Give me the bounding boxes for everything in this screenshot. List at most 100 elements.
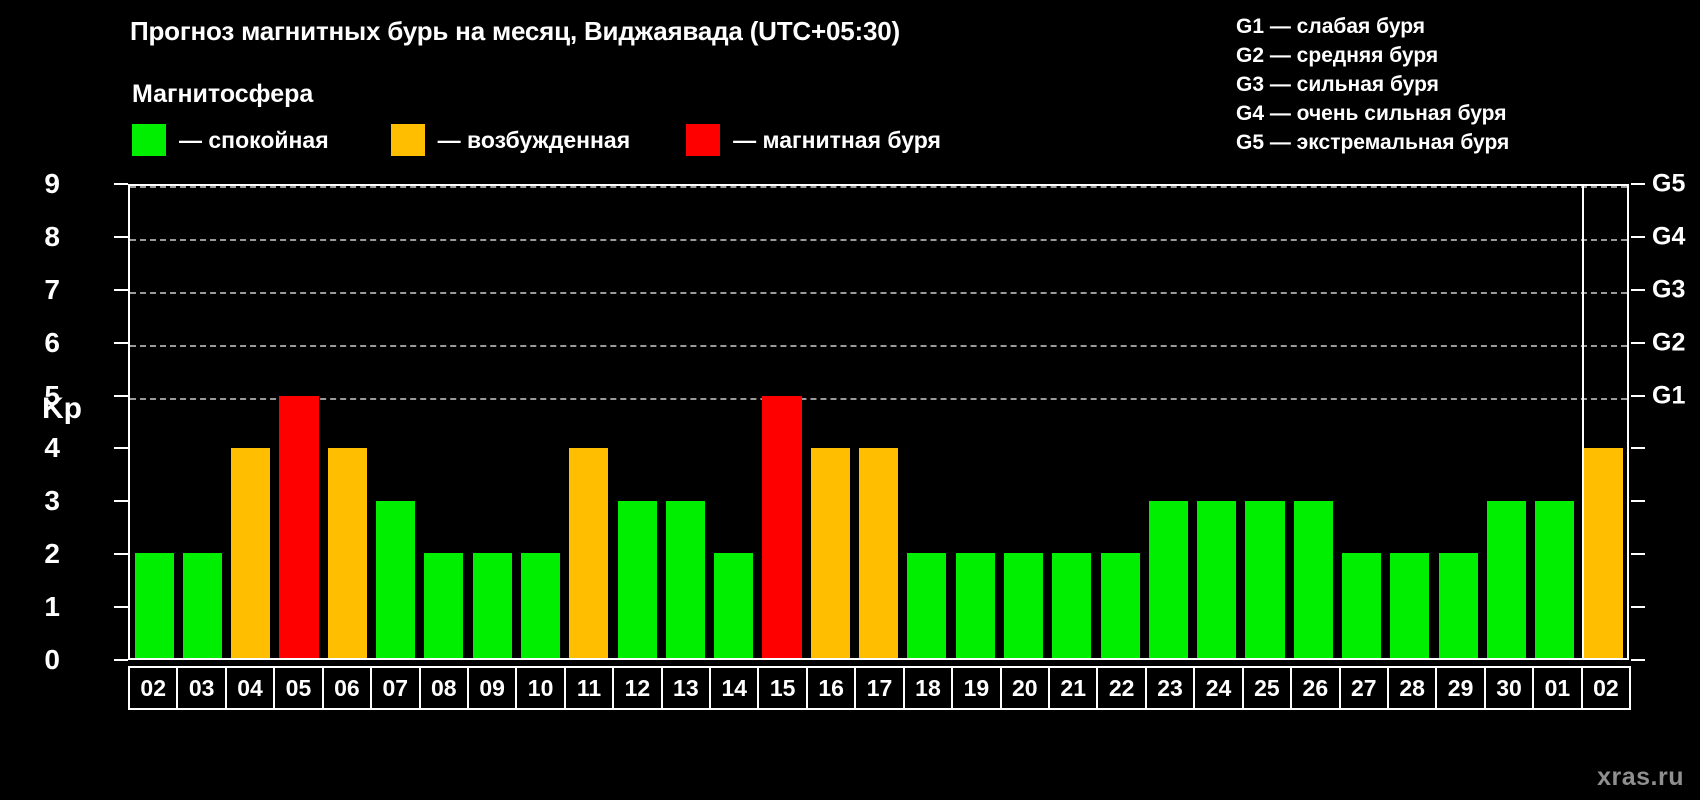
bar-cell bbox=[1289, 186, 1337, 658]
y-tick-label-7: 7 bbox=[44, 273, 60, 305]
bar-cell bbox=[661, 186, 709, 658]
bar-06 bbox=[327, 448, 367, 658]
bar-07 bbox=[376, 500, 416, 658]
date-label-06: 06 bbox=[321, 666, 373, 710]
date-label-11: 11 bbox=[563, 666, 615, 710]
g-legend-line-g1: G1 — слабая буря bbox=[1236, 15, 1426, 38]
date-label-04: 04 bbox=[224, 666, 276, 710]
bar-cell bbox=[323, 186, 371, 658]
bar-cell bbox=[806, 186, 854, 658]
date-label-28: 28 bbox=[1386, 666, 1438, 710]
bar-23 bbox=[1148, 500, 1188, 658]
date-label-19: 19 bbox=[951, 666, 1002, 710]
bar-cell bbox=[227, 186, 275, 658]
legend-label-calm: — спокойная bbox=[179, 126, 329, 153]
month-separator-line bbox=[1581, 186, 1584, 658]
y-tick-label-6: 6 bbox=[44, 326, 60, 358]
bar-02 bbox=[134, 553, 174, 658]
y-tick-mark-2 bbox=[114, 553, 128, 556]
g-tick-label-g5: G5 bbox=[1652, 169, 1686, 198]
bar-cell bbox=[1144, 186, 1192, 658]
gridline-kp-5 bbox=[130, 397, 1627, 400]
date-label-12: 12 bbox=[612, 666, 663, 710]
date-label-24: 24 bbox=[1193, 666, 1244, 710]
bar-14 bbox=[714, 553, 754, 658]
y-tick-mark-5 bbox=[114, 394, 128, 397]
y-tick-label-8: 8 bbox=[44, 220, 60, 252]
y-tick-mark-4 bbox=[114, 447, 128, 450]
bar-cell bbox=[999, 186, 1047, 658]
g-axis-minor-tick-2 bbox=[1631, 553, 1645, 556]
watermark: xras.ru bbox=[1597, 763, 1684, 791]
y-tick-mark-8 bbox=[114, 235, 128, 238]
gridline-kp-7 bbox=[130, 291, 1627, 294]
date-label-21: 21 bbox=[1048, 666, 1099, 710]
bar-cell bbox=[854, 186, 902, 658]
magnetosphere-legend: — спокойная — возбужденная — магнитная б… bbox=[132, 124, 941, 156]
bar-27 bbox=[1342, 553, 1382, 658]
g-tick-mark-g3 bbox=[1631, 288, 1645, 291]
y-tick-label-2: 2 bbox=[44, 538, 60, 570]
g-legend-line-g2: G2 — средняя буря bbox=[1236, 44, 1439, 67]
bar-04 bbox=[231, 448, 271, 658]
y-tick-mark-9 bbox=[114, 183, 128, 185]
bar-20 bbox=[1003, 553, 1044, 658]
y-tick-mark-0 bbox=[114, 659, 128, 661]
date-label-17: 17 bbox=[854, 666, 905, 710]
bar-cell bbox=[1241, 186, 1289, 658]
bar-cell bbox=[516, 186, 564, 658]
bar-cell bbox=[951, 186, 999, 658]
bar-cell bbox=[468, 186, 516, 658]
g-axis-minor-tick-4 bbox=[1631, 447, 1645, 450]
g-tick-mark-g2 bbox=[1631, 341, 1645, 344]
bar-17 bbox=[859, 448, 899, 658]
y-axis-title: Kp bbox=[42, 392, 82, 425]
g-scale-legend: G1 — слабая буря G2 — средняя буря G3 — … bbox=[1236, 12, 1509, 157]
date-label-16: 16 bbox=[805, 666, 857, 710]
date-label-22: 22 bbox=[1096, 666, 1147, 710]
y-tick-label-4: 4 bbox=[44, 432, 60, 464]
y-tick-label-3: 3 bbox=[44, 485, 60, 517]
bar-cell bbox=[1096, 186, 1144, 658]
date-label-29: 29 bbox=[1435, 666, 1486, 710]
bar-10 bbox=[520, 553, 561, 658]
x-axis-title: Июнь 2016 bbox=[690, 728, 771, 745]
bar-cell bbox=[903, 186, 951, 658]
bar-cell bbox=[1193, 186, 1241, 658]
bar-05 bbox=[279, 395, 319, 658]
legend-label-unsettled: — возбужденная bbox=[437, 126, 631, 153]
y-tick-label-0: 0 bbox=[44, 644, 60, 675]
bar-24 bbox=[1197, 500, 1237, 658]
date-label-25: 25 bbox=[1241, 666, 1293, 710]
bar-cell bbox=[420, 186, 468, 658]
legend-item-calm: — спокойная bbox=[132, 124, 329, 156]
legend-item-unsettled: — возбужденная bbox=[390, 124, 631, 156]
bar-19 bbox=[955, 553, 995, 658]
bar-21 bbox=[1052, 553, 1092, 658]
y-tick-label-9: 9 bbox=[44, 168, 60, 199]
y-tick-label-1: 1 bbox=[44, 591, 60, 623]
bar-11 bbox=[569, 448, 609, 658]
date-label-02: 02 bbox=[128, 666, 179, 710]
g-tick-label-g3: G3 bbox=[1652, 275, 1686, 304]
gridline-kp-8 bbox=[130, 238, 1627, 241]
bar-cell bbox=[758, 186, 806, 658]
bar-30 bbox=[1486, 500, 1527, 658]
bar-16 bbox=[810, 448, 850, 658]
bar-22 bbox=[1100, 553, 1140, 658]
g-axis-minor-tick-3 bbox=[1631, 500, 1645, 503]
bar-cell bbox=[130, 186, 178, 658]
date-label-27: 27 bbox=[1338, 666, 1389, 710]
date-label-26: 26 bbox=[1290, 666, 1341, 710]
bar-08 bbox=[424, 553, 464, 658]
page-title: Прогноз магнитных бурь на месяц, Виджаяв… bbox=[130, 16, 900, 46]
date-label-13: 13 bbox=[660, 666, 712, 710]
bar-cell bbox=[565, 186, 613, 658]
g-tick-mark-g5 bbox=[1631, 183, 1645, 185]
date-label-18: 18 bbox=[902, 666, 954, 710]
bar-cell bbox=[1386, 186, 1434, 658]
g-tick-label-g1: G1 bbox=[1652, 381, 1686, 410]
bar-cell bbox=[275, 186, 323, 658]
date-label-09: 09 bbox=[466, 666, 518, 710]
g-axis-minor-tick-1 bbox=[1631, 606, 1645, 609]
